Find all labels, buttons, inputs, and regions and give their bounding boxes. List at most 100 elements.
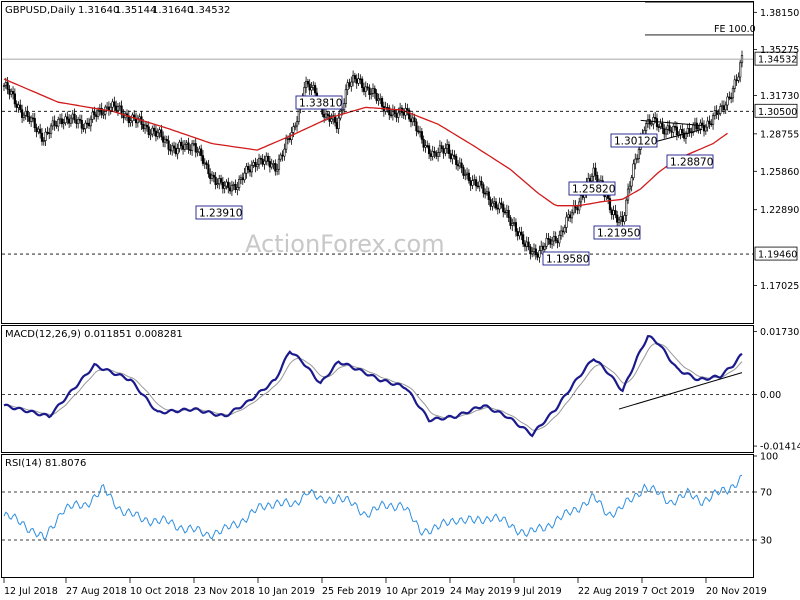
price-annotation-box xyxy=(666,154,714,169)
candle-body xyxy=(78,118,82,121)
candle-body xyxy=(335,122,338,129)
x-tick-label: 10 Apr 2019 xyxy=(386,586,445,597)
price-annotation-box xyxy=(568,181,616,196)
candle-body xyxy=(563,227,566,233)
candle-body xyxy=(93,111,96,116)
candle-body xyxy=(373,88,376,94)
candle-body xyxy=(172,145,176,149)
candle-body xyxy=(417,130,420,133)
price-annotation: 1.19580 xyxy=(546,254,589,266)
rsi-layer xyxy=(2,474,753,541)
macd-tick-label: 0.00 xyxy=(760,390,781,401)
candle-body xyxy=(408,109,411,120)
candle-body xyxy=(165,138,168,142)
candle-body xyxy=(2,85,6,87)
candle-body xyxy=(268,161,271,168)
candle-body xyxy=(437,152,440,157)
candle-body xyxy=(561,230,565,233)
candle-body xyxy=(534,248,537,256)
candle-body xyxy=(426,145,429,147)
candle-body xyxy=(294,125,297,128)
candle-body xyxy=(234,184,237,190)
candle-body xyxy=(26,110,29,117)
candle-body xyxy=(675,126,678,136)
candle-body xyxy=(203,162,206,165)
candle-body xyxy=(422,139,425,148)
candle-body xyxy=(230,185,234,192)
candle-body xyxy=(699,122,702,130)
candle-body xyxy=(176,148,179,155)
candle-body xyxy=(243,172,246,181)
price-tick-label: 1.22890 xyxy=(760,205,799,216)
candle-body xyxy=(543,245,546,250)
candle-body xyxy=(191,143,194,151)
price-header-close: 1.34532 xyxy=(189,5,230,16)
candle-body xyxy=(138,116,141,120)
x-tick-label: 24 May 2019 xyxy=(450,586,512,597)
candle-body xyxy=(181,145,185,150)
candle-body xyxy=(352,75,355,83)
candle-body xyxy=(106,106,109,109)
candle-body xyxy=(20,109,24,118)
candle-body xyxy=(670,130,673,133)
candle-body xyxy=(4,82,7,86)
candle-body xyxy=(673,126,677,128)
candle-body xyxy=(406,108,409,111)
price-header-open: 1.31640 xyxy=(78,5,119,16)
candle-body xyxy=(684,133,688,139)
candle-body xyxy=(142,124,145,130)
candle-body xyxy=(370,93,373,95)
candle-body xyxy=(353,75,357,80)
candle-body xyxy=(192,143,196,145)
candle-body xyxy=(590,175,593,182)
candle-body xyxy=(245,166,248,174)
candle-body xyxy=(493,201,496,204)
candle-body xyxy=(661,123,664,129)
candle-body xyxy=(529,246,532,255)
candle-body xyxy=(449,153,452,160)
candle-body xyxy=(194,143,197,153)
candle-body xyxy=(71,113,74,119)
candle-body xyxy=(91,111,94,120)
candle-body xyxy=(30,117,33,122)
candle-body xyxy=(379,97,382,100)
candle-body xyxy=(366,86,369,89)
candle-body xyxy=(163,138,167,143)
price-tick-label: 1.38150 xyxy=(760,8,799,19)
watermark: ActionForex.com xyxy=(245,230,445,258)
candle-body xyxy=(514,222,517,232)
candle-body xyxy=(462,167,465,176)
candle-body xyxy=(350,81,353,87)
candle-body xyxy=(711,115,715,125)
candle-body xyxy=(312,85,315,88)
price-header-low: 1.31640 xyxy=(152,5,193,16)
candle-body xyxy=(637,149,640,160)
candle-body xyxy=(151,127,154,135)
candle-body xyxy=(572,205,575,214)
candle-body xyxy=(95,114,98,117)
candle-body xyxy=(467,172,470,181)
moving-average-line xyxy=(3,78,728,207)
macd-layer xyxy=(2,335,753,438)
candle-body xyxy=(292,126,295,133)
x-tick-label: 9 Jul 2019 xyxy=(514,586,562,597)
candle-body xyxy=(389,114,393,117)
candle-body xyxy=(200,148,203,156)
candle-body xyxy=(24,110,27,116)
candle-body xyxy=(565,216,568,228)
candle-body xyxy=(297,107,300,122)
candle-body xyxy=(503,211,507,214)
candle-body xyxy=(308,83,311,91)
candle-body xyxy=(713,110,716,116)
candle-body xyxy=(279,154,282,160)
candle-body xyxy=(285,138,288,150)
candle-body xyxy=(657,126,660,128)
candle-body xyxy=(116,106,120,111)
candle-body xyxy=(726,96,729,106)
candle-body xyxy=(737,76,740,81)
candle-body xyxy=(484,192,487,195)
candle-body xyxy=(143,124,147,130)
candle-body xyxy=(42,140,45,142)
fibonacci-label: FE 161.8 xyxy=(714,0,756,2)
